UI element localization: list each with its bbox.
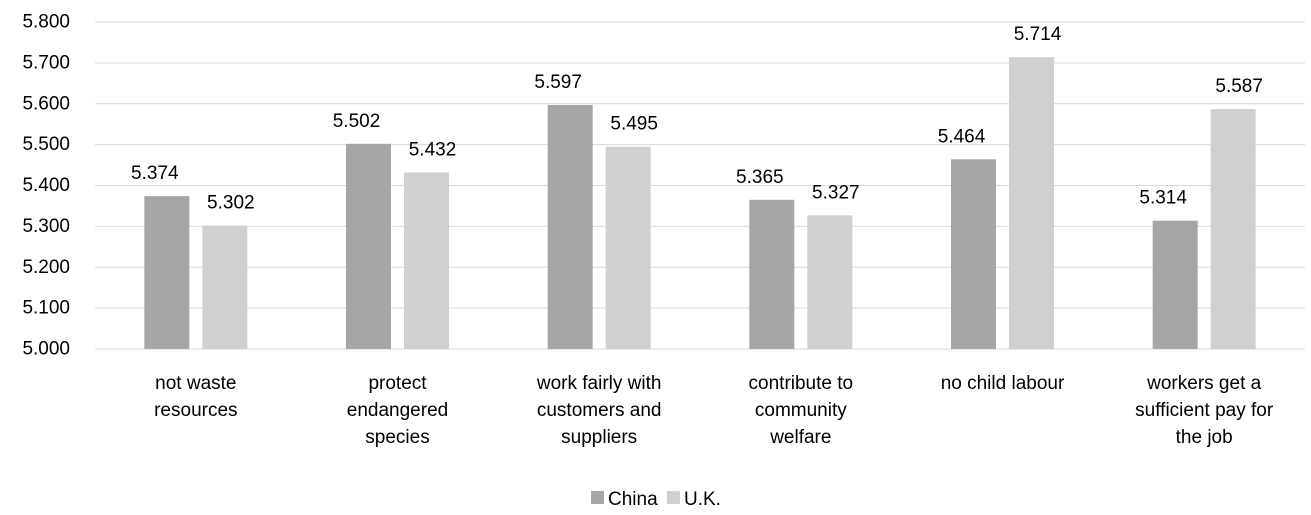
bar-uk [605, 146, 651, 349]
y-tick-label: 5.400 [22, 175, 70, 196]
data-label: 5.374 [131, 163, 179, 184]
data-label: 5.495 [610, 114, 658, 135]
data-label: 5.302 [207, 193, 255, 214]
category-label: suppliers [561, 427, 637, 448]
category-label: resources [154, 400, 237, 421]
bar-uk [807, 215, 853, 349]
data-labels: 5.374 5.302 5.502 5.432 5.597 5.495 5.365 5.327… [131, 24, 1263, 213]
y-tick-label: 5.000 [22, 339, 70, 360]
gridlines [95, 21, 1305, 350]
data-label: 5.597 [534, 72, 582, 93]
bar-china [144, 196, 190, 349]
bar-uk [1009, 57, 1054, 350]
category-labels: not waste resources protect endangered speci… [154, 373, 1274, 448]
legend-swatch [667, 491, 680, 504]
y-tick-label: 5.700 [22, 52, 70, 73]
category-label: community [755, 400, 847, 421]
category-label: not waste [155, 373, 236, 394]
legend-swatch [591, 491, 604, 504]
data-label: 5.327 [812, 182, 860, 203]
category-label: endangered [347, 400, 448, 421]
y-tick-label: 5.100 [22, 298, 70, 319]
data-label: 5.714 [1014, 24, 1062, 45]
data-label: 5.432 [409, 139, 457, 160]
bar-china [749, 199, 795, 349]
bar-china [1152, 220, 1198, 349]
category-label: protect [368, 373, 427, 394]
y-tick-label: 5.200 [22, 257, 70, 278]
category-label: workers get a [1146, 373, 1261, 394]
y-axis-tick-labels: 5.000 5.100 5.200 5.300 5.400 5.500 5.600 5.700… [22, 12, 70, 360]
data-label: 5.314 [1139, 188, 1187, 209]
legend-label: U.K. [684, 489, 721, 510]
category-label: the job [1176, 427, 1233, 448]
data-label: 5.464 [938, 126, 986, 147]
data-label: 5.502 [333, 111, 381, 132]
legend-label: China [608, 489, 658, 510]
y-tick-label: 5.800 [22, 12, 70, 33]
legend: China U.K. [591, 489, 721, 510]
y-tick-label: 5.300 [22, 216, 70, 237]
data-label: 5.587 [1215, 76, 1263, 97]
bar-china [547, 104, 593, 349]
category-label: welfare [769, 427, 831, 448]
category-label: sufficient pay for [1135, 400, 1274, 421]
bar-uk [1210, 109, 1256, 349]
bar-china [951, 159, 996, 349]
y-tick-label: 5.500 [22, 134, 70, 155]
category-label: species [365, 427, 429, 448]
category-label: work fairly with [536, 373, 662, 394]
data-label: 5.365 [736, 167, 784, 188]
bar-uk [404, 172, 449, 349]
bars [144, 57, 1256, 350]
bar-china [346, 143, 391, 349]
y-tick-label: 5.600 [22, 93, 70, 114]
category-label: customers and [537, 400, 662, 421]
category-label: contribute to [749, 373, 854, 394]
bar-uk [202, 225, 248, 349]
category-label: no child labour [941, 373, 1065, 394]
